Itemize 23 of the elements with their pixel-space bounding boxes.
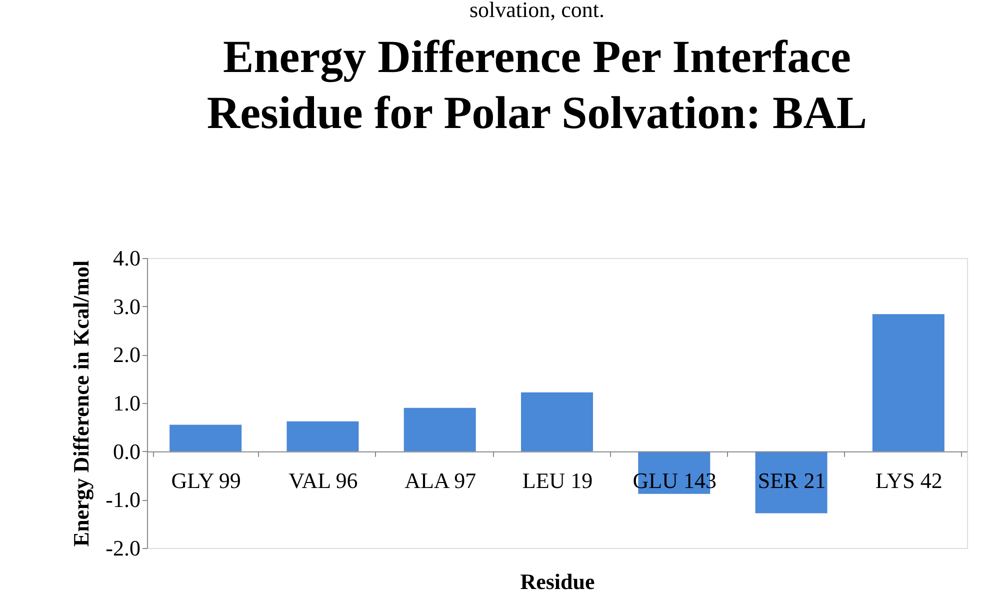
x-tick-label: GLY 99: [171, 468, 241, 493]
x-tick-label: LEU 19: [522, 468, 593, 493]
y-tick-label: -2.0: [106, 536, 140, 560]
x-tick-label: VAL 96: [288, 468, 358, 493]
bar: [521, 392, 593, 452]
chart-title: Energy Difference Per Interface Residue for Polar Solvation: BAL: [206, 31, 868, 138]
y-tick-label: 0.0: [113, 438, 140, 464]
x-tick-label: LYS 42: [876, 468, 942, 493]
x-axis-title: Residue: [520, 568, 596, 594]
bar: [170, 424, 242, 452]
y-tick-label: 3.0: [113, 294, 140, 319]
y-axis-title: Energy Difference in Kcal/mol: [68, 260, 94, 547]
x-tick-label: ALA 97: [404, 468, 476, 493]
text: solvation, cont.: [469, 0, 605, 22]
bar: [755, 451, 828, 514]
bar: [404, 408, 476, 452]
y-tick-label: 4.0: [113, 246, 140, 270]
bar: [872, 314, 944, 452]
x-tick-label: SER 21: [758, 468, 826, 493]
bar: [286, 421, 359, 452]
y-tick-label: 1.0: [113, 390, 140, 416]
y-tick-label: 2.0: [113, 342, 140, 368]
y-tick-label: -1.0: [106, 487, 140, 512]
